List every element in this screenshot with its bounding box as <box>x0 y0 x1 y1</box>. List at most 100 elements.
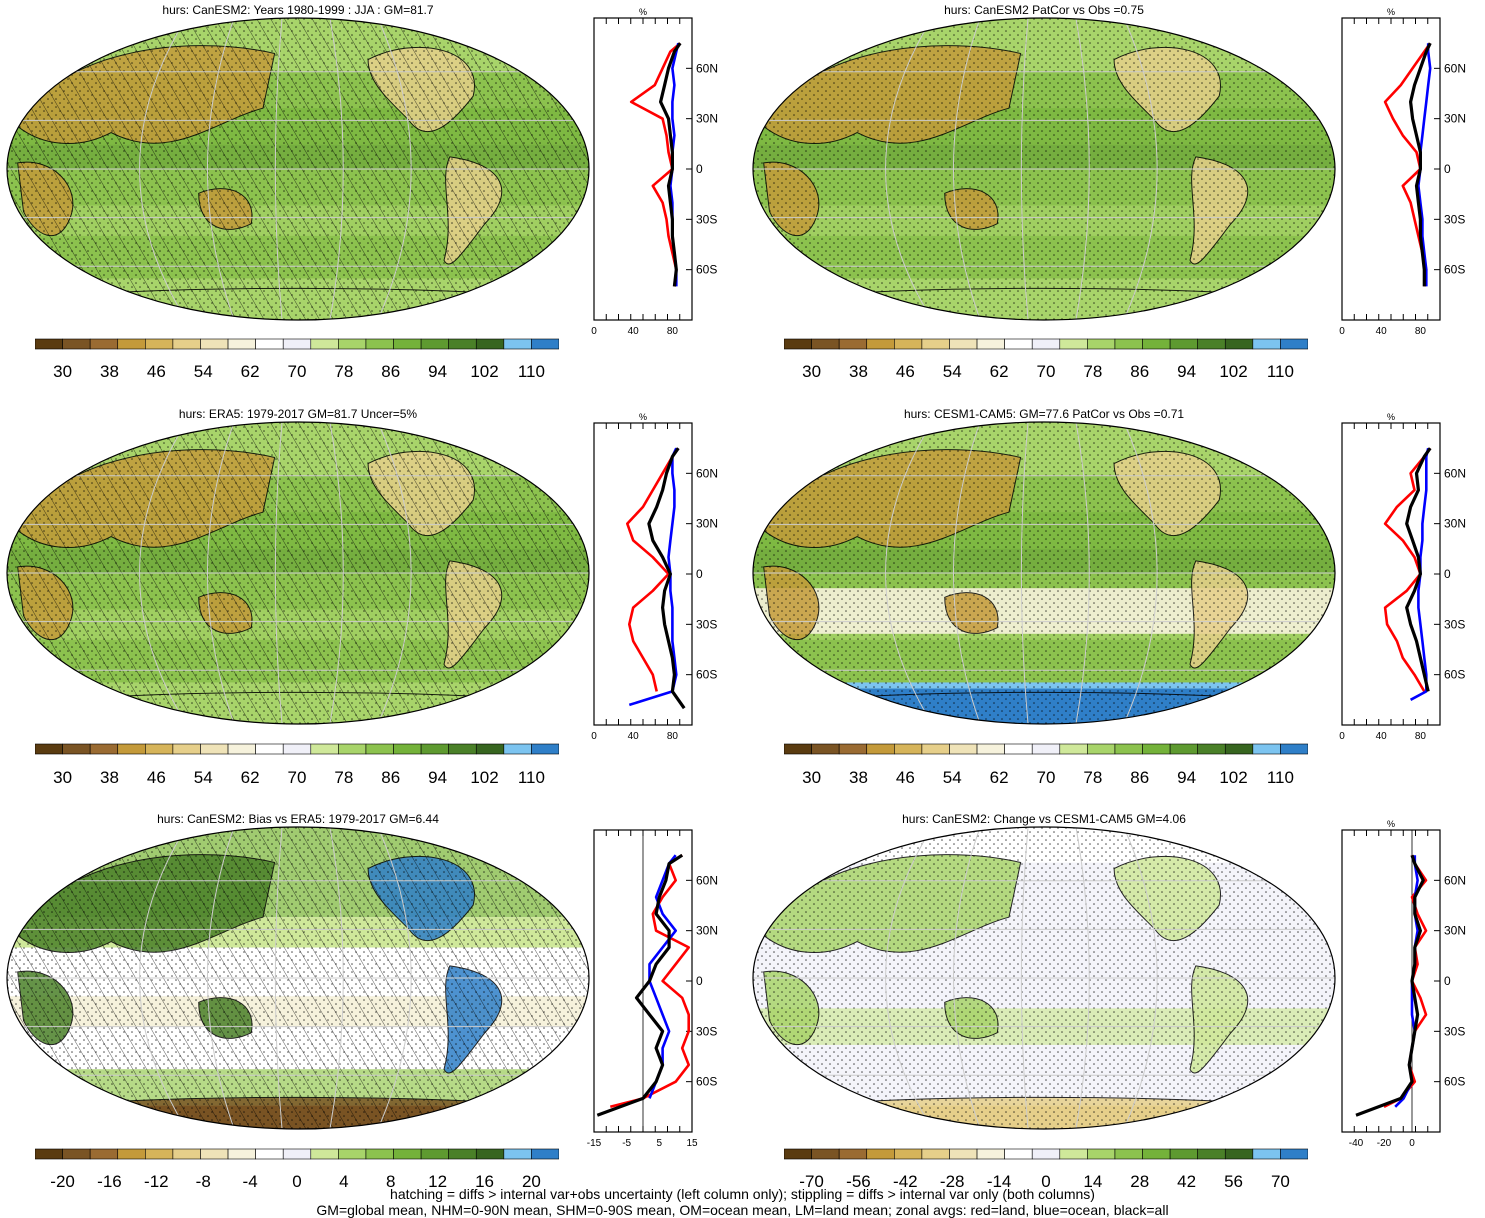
colorbar-swatch <box>1169 338 1198 350</box>
zonal-lat-tick-label: 0 <box>1444 567 1451 581</box>
colorbar-swatch <box>1059 1148 1088 1160</box>
colorbar-swatch <box>172 743 201 755</box>
colorbar-label: 56 <box>1224 1172 1243 1191</box>
colorbar-swatch <box>1059 338 1088 350</box>
colorbar-label: 62 <box>240 768 260 787</box>
colorbar-swatch <box>200 338 229 350</box>
zonal-series-all <box>1355 854 1425 1117</box>
zonal-lat-tick-label: 30S <box>696 617 717 631</box>
colorbar <box>784 743 1308 755</box>
colorbar-swatch <box>949 338 978 350</box>
colorbar-swatch <box>255 1148 284 1160</box>
colorbar-label: 42 <box>1177 1172 1197 1191</box>
colorbar-label: 70 <box>287 768 307 787</box>
colorbar-swatch <box>255 743 284 755</box>
colorbar-swatch <box>35 338 63 350</box>
colorbar-label: 46 <box>895 362 915 381</box>
colorbar-swatch <box>811 743 840 755</box>
colorbar-swatch <box>420 338 449 350</box>
colorbar-swatch <box>503 338 532 350</box>
colorbar-swatch <box>227 1148 256 1160</box>
colorbar-label: 46 <box>146 768 166 787</box>
colorbar-label: -28 <box>939 1172 965 1191</box>
colorbar-label: 4 <box>339 1172 349 1191</box>
colorbar-label: 38 <box>99 362 119 381</box>
colorbar-label: -14 <box>986 1172 1012 1191</box>
colorbar-swatch <box>448 743 477 755</box>
colorbar-label: 70 <box>1036 768 1056 787</box>
colorbar-swatch <box>1224 338 1254 350</box>
colorbar-swatch <box>838 1148 868 1160</box>
zonal-unit-label: % <box>639 412 647 422</box>
colorbar-swatch <box>448 338 477 350</box>
colorbar-label: 94 <box>428 362 448 381</box>
colorbar-swatch <box>1224 1148 1254 1160</box>
colorbar-swatch <box>921 338 950 350</box>
map-panel <box>752 421 1336 725</box>
colorbar-swatch <box>420 1148 449 1160</box>
colorbar-label: 54 <box>942 768 962 787</box>
colorbar-swatch <box>1197 1148 1226 1160</box>
colorbar-swatch <box>949 1148 978 1160</box>
colorbar-label: 54 <box>942 362 962 381</box>
colorbar-label: -4 <box>242 1172 258 1191</box>
zonal-lat-tick-label: 0 <box>696 567 703 581</box>
colorbar-swatch <box>365 743 394 755</box>
colorbar-swatch <box>1197 338 1226 350</box>
zonal-lat-tick-label: 60N <box>1444 466 1466 480</box>
colorbar-swatch <box>89 743 119 755</box>
colorbar-label: 94 <box>1177 362 1197 381</box>
colorbar-label: 94 <box>1177 768 1197 787</box>
zonal-unit-label: % <box>639 7 647 17</box>
colorbar-label: -56 <box>846 1172 871 1191</box>
zonal-lat-tick-label: 30S <box>696 1024 717 1038</box>
colorbar-label: 30 <box>53 362 73 381</box>
colorbar-swatch <box>393 1148 422 1160</box>
colorbar-swatch <box>1252 743 1281 755</box>
map-panel <box>6 421 590 725</box>
colorbar-swatch <box>921 1148 950 1160</box>
map-title: hurs: CanESM2: Years 1980-1999 : JJA : G… <box>162 3 434 17</box>
colorbar-swatch <box>1114 1148 1143 1160</box>
zonal-x-tick-label: 0 <box>591 731 597 739</box>
colorbar-swatch <box>227 338 256 350</box>
colorbar-label: 70 <box>1036 362 1056 381</box>
colorbar-swatch <box>1169 1148 1198 1160</box>
colorbar-swatch <box>117 338 146 350</box>
colorbar-label: 30 <box>53 768 73 787</box>
zonal-x-tick-label: 0 <box>1339 731 1345 739</box>
map-panel <box>6 17 590 321</box>
colorbar-label: 70 <box>1270 1172 1290 1191</box>
map-title: hurs: ERA5: 1979-2017 GM=81.7 Uncer=5% <box>178 407 418 421</box>
colorbar-label: 70 <box>287 362 307 381</box>
zonal-lat-tick-label: 60S <box>1444 1075 1465 1089</box>
zonal-mean-panel: 60N 30N 0 30S 60S -15 -5 5 15 <box>587 829 718 1146</box>
zonal-x-tick-label: 0 <box>1339 326 1345 334</box>
colorbar-label: 110 <box>517 768 545 787</box>
colorbar-swatch <box>200 1148 229 1160</box>
colorbar-label: 14 <box>1083 1172 1103 1191</box>
colorbar-swatch <box>1169 743 1198 755</box>
zonal-lat-tick-label: 30N <box>696 517 718 531</box>
colorbar-swatch <box>310 1148 339 1160</box>
colorbar-label: 102 <box>470 362 499 381</box>
zonal-unit-label: % <box>1387 7 1395 17</box>
map-title: hurs: CanESM2 PatCor vs Obs =0.75 <box>944 3 1144 17</box>
colorbar-swatch <box>1059 743 1088 755</box>
colorbar <box>35 1148 559 1160</box>
zonal-mean-panel: % 60N 30N 0 30S 60S 0 40 80 <box>591 412 718 739</box>
zonal-x-tick-label: -20 <box>1377 1138 1392 1146</box>
colorbar-swatch <box>338 743 367 755</box>
colorbar-swatch <box>145 743 174 755</box>
zonal-x-tick-label: 80 <box>667 326 679 334</box>
colorbar-label: 78 <box>1083 362 1103 381</box>
colorbar-swatch <box>1142 743 1171 755</box>
colorbar-swatch <box>1224 743 1254 755</box>
colorbar-label: 78 <box>334 362 354 381</box>
zonal-x-tick-label: -40 <box>1349 1138 1364 1146</box>
zonal-series-land <box>625 447 680 692</box>
colorbar-swatch <box>1087 1148 1116 1160</box>
colorbar-swatch <box>200 743 229 755</box>
zonal-series-all <box>1405 447 1432 692</box>
zonal-lat-tick-label: 30S <box>1444 1024 1465 1038</box>
